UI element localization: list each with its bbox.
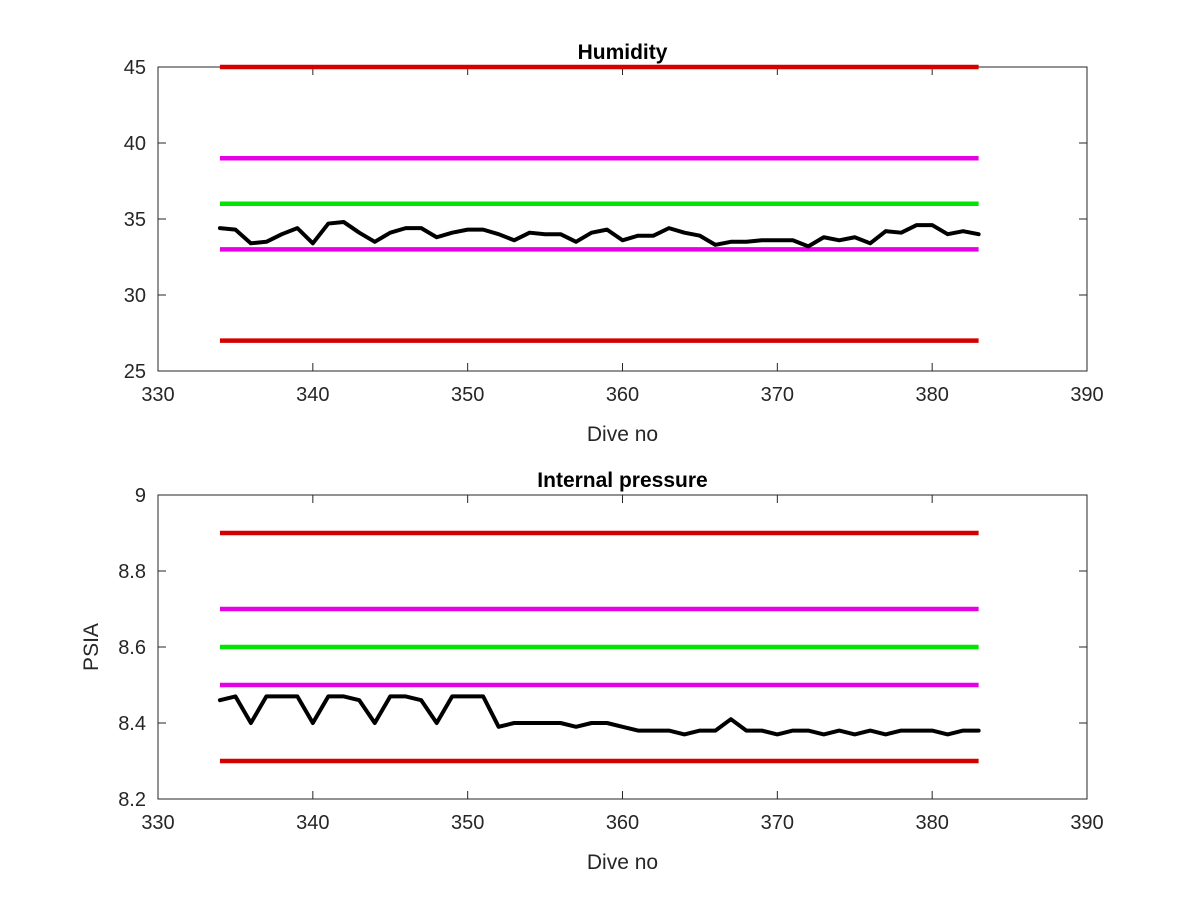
axes-frame [157,66,1088,372]
x-tick-label: 350 [451,384,484,406]
y-tick-label: 8.2 [118,789,146,811]
series-line-1 [217,220,981,249]
plot-title: Humidity [578,41,668,64]
series-line-1 [217,694,981,737]
subplot-2: 330 340 350 360 370 380 390 8.2 8.4 8.6 8.8 9 Intern… [80,469,1104,874]
y-tick-label: 35 [124,209,146,231]
y-tick-label: 8.4 [118,713,146,735]
x-tick-label: 350 [451,812,484,834]
y-tick-label: 45 [124,57,146,79]
x-tick-label: 390 [1070,812,1103,834]
x-tick-label: 330 [141,384,174,406]
x-tick-label: 340 [296,812,329,834]
subplot-1: 330 340 350 360 370 380 390 25 30 35 40 45 Humidity D… [124,41,1104,446]
x-tick-label: 340 [296,384,329,406]
y-tick-label: 30 [124,285,146,307]
y-tick-label: 8.8 [118,561,146,583]
plot-title: Internal pressure [537,469,707,492]
y-tick-label: 25 [124,361,146,383]
x-axis-label: Dive no [587,423,658,446]
x-tick-label: 380 [915,812,948,834]
y-tick-label: 9 [135,485,146,507]
y-tick-label: 8.6 [118,637,146,659]
x-tick-label: 370 [761,384,794,406]
x-axis-label: Dive no [587,851,658,874]
x-tick-label: 330 [141,812,174,834]
x-tick-label: 360 [606,384,639,406]
x-tick-label: 390 [1070,384,1103,406]
x-tick-label: 370 [761,812,794,834]
y-tick-label: 40 [124,133,146,155]
x-tick-label: 360 [606,812,639,834]
y-axis-label: PSIA [80,623,103,671]
x-tick-label: 380 [915,384,948,406]
